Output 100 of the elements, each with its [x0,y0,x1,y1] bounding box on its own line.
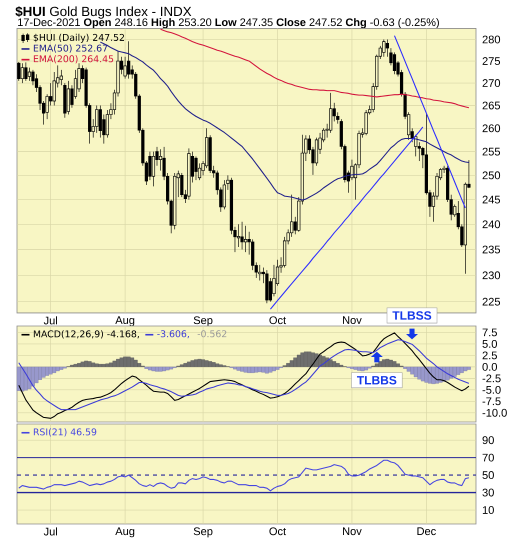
bar [300,352,304,368]
bar [84,360,88,368]
legend-label: RSI(21) 46.59 [34,428,96,437]
bar [74,364,78,368]
x-tick-label: Sep [194,316,212,326]
bar [169,366,174,370]
bar [247,366,252,373]
legend-label: EMA(200) 264.45 [34,55,114,64]
x-tick-label: Jul [44,316,57,324]
bar [20,366,24,392]
x-tick-label: Oct [269,527,286,536]
y-tick-label: 270 [482,79,500,88]
x-tick-label: Aug [115,527,134,538]
bar [42,366,46,378]
bar [34,366,38,384]
bar [336,363,340,368]
y-tick-label: 240 [482,220,500,228]
bar [152,366,156,372]
bar [148,366,152,370]
y-tick-label: 225 [482,298,500,306]
annotation: TLBBS [356,376,396,384]
bar [396,364,400,368]
y-tick-label: -10.0 [482,408,507,417]
x-tick-label: Oct [269,316,286,324]
legend-label: MACD(12,26,9) -4.168, [34,330,139,338]
bar [374,364,379,368]
bar [332,361,336,368]
candlestick [364,110,368,136]
bar [385,358,390,368]
x-tick-label: Nov [343,316,362,324]
candlestick [194,156,198,180]
candlestick [95,105,98,134]
bar [244,366,248,373]
candlestick [187,148,191,200]
y-tick-label: 260 [482,124,500,132]
bar [360,366,364,372]
y-tick-label: 250 [482,171,500,180]
bar [38,366,42,380]
bar [254,366,258,373]
bar [98,364,102,368]
candlestick [66,80,70,115]
bar [130,358,134,368]
y-tick-label: 235 [482,246,500,254]
bar [88,361,92,368]
y-tick-label: 280 [482,36,500,44]
bar [406,366,411,372]
bar [308,352,312,368]
candlestick [46,94,49,120]
bar [414,366,418,378]
x-tick-label: Nov [343,527,362,536]
y-tick-label: 30 [482,488,494,496]
bar [77,363,81,368]
y-tick-label: 265 [482,102,500,110]
y-tick-label: 7.5 [482,328,497,336]
y-tick-label: -5.0 [482,386,501,394]
bar [293,358,298,368]
candlestick [31,70,35,86]
bar [116,358,120,368]
candlestick [382,39,386,58]
x-tick-label: Sep [194,527,212,538]
bar [48,366,53,374]
legend-label: EMA(50) 252.67 [34,44,108,53]
bar [158,366,162,372]
bar [250,366,255,373]
candlestick [152,151,156,187]
x-tick-label: Aug [115,316,134,326]
candlestick [244,225,248,252]
y-tick-label: 50 [482,471,494,479]
bar [155,366,159,372]
y-tick-label: -2.5 [482,374,501,382]
bar [389,360,393,368]
bar [123,356,128,368]
y-tick-label: 255 [482,148,500,156]
y-tick-label: 2.5 [482,351,497,360]
bar [456,366,460,375]
bar [417,366,422,380]
bar [276,366,280,370]
bar [410,366,414,374]
candlestick [123,56,127,79]
bar [236,366,240,371]
bar [466,366,471,370]
bar [290,360,294,368]
bar [166,366,170,370]
bar [218,364,223,368]
candlestick [230,177,234,235]
bar [328,359,333,368]
bar [215,364,220,368]
chart-title: $HUI Gold Bugs Index - INDX [15,6,192,19]
bar [357,366,361,371]
y-tick-label: 90 [482,436,494,444]
x-tick-label: Dec [417,527,436,536]
bar [272,366,276,372]
bar [452,366,457,377]
candlestick [314,137,318,166]
bar [364,366,368,370]
bar [264,366,269,374]
bar [137,363,142,368]
candlestick [20,62,24,84]
bar [240,366,244,372]
bar [261,366,266,373]
